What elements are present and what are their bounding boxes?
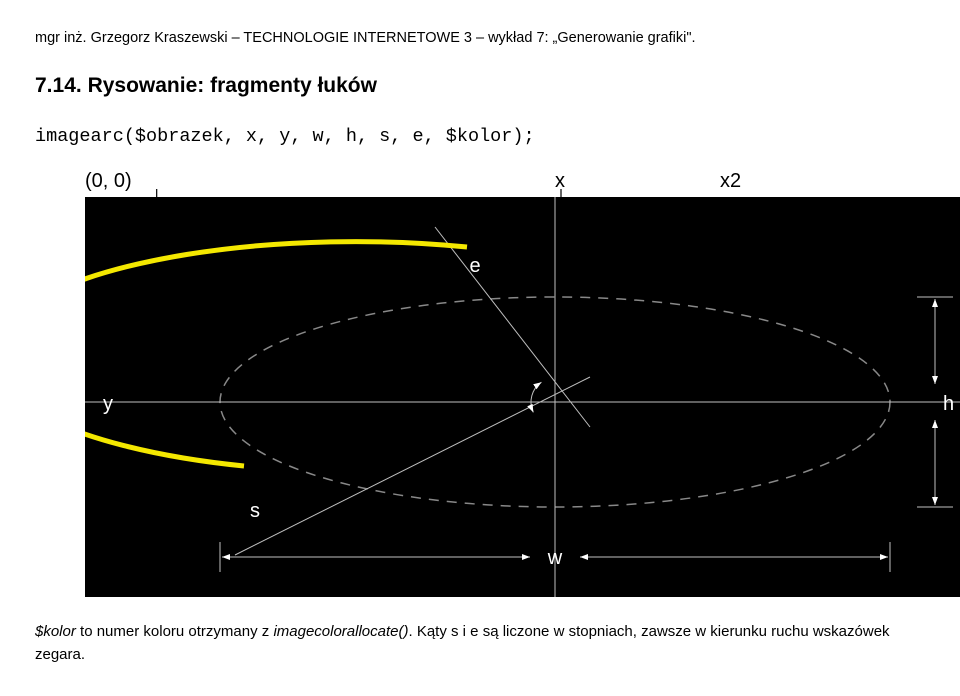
label-y: y bbox=[103, 393, 113, 415]
x-label: x bbox=[555, 170, 565, 193]
x2-label: x2 bbox=[720, 170, 741, 193]
label-h: h bbox=[943, 393, 954, 415]
footer-kolor: $kolor bbox=[35, 623, 76, 640]
arc-diagram-svg: e y h s w bbox=[85, 197, 960, 597]
origin-label: (0, 0) bbox=[85, 170, 132, 193]
diagram: e y h s w bbox=[85, 197, 895, 597]
section-number: 7.14. bbox=[35, 74, 82, 97]
code-line: imagearc($obrazek, x, y, w, h, s, e, $ko… bbox=[35, 126, 925, 147]
axis-top-labels: (0, 0) x x2 bbox=[35, 163, 925, 193]
section-title: 7.14. Rysowanie: fragmenty łuków bbox=[35, 74, 925, 98]
page-header: mgr inż. Grzegorz Kraszewski – TECHNOLOG… bbox=[35, 30, 925, 46]
label-e: e bbox=[469, 255, 480, 277]
footer-p2: to numer koloru otrzymany z bbox=[76, 623, 274, 640]
label-w: w bbox=[547, 547, 563, 569]
footer-text: $kolor to numer koloru otrzymany z image… bbox=[35, 621, 925, 666]
footer-func: imagecolorallocate() bbox=[273, 623, 408, 640]
section-name: Rysowanie: fragmenty łuków bbox=[88, 74, 377, 97]
label-s: s bbox=[250, 500, 260, 522]
